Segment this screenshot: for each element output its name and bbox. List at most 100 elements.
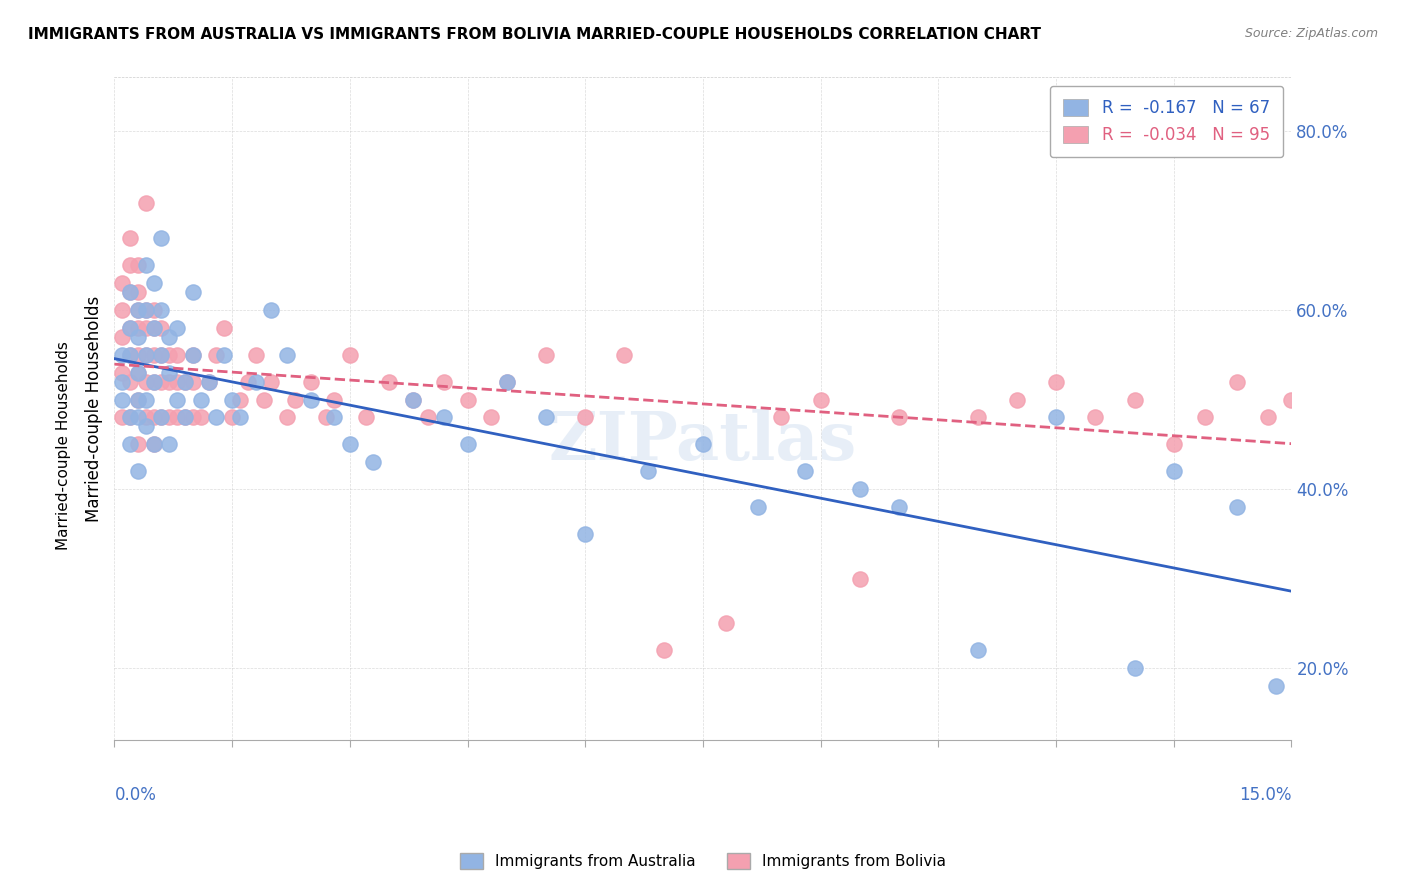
Point [637, 464, 659, 478]
Point [495, 375, 517, 389]
Point [849, 572, 872, 586]
Point [150, 375, 173, 389]
Legend: R =  -0.167   N = 67, R =  -0.034   N = 95: R = -0.167 N = 67, R = -0.034 N = 95 [1050, 86, 1284, 157]
Point [120, 285, 142, 300]
Point [120, 348, 142, 362]
Point [111, 366, 134, 380]
Point [770, 410, 793, 425]
Point [135, 410, 157, 425]
Point [1319, 437, 1341, 451]
Point [299, 375, 322, 389]
Point [135, 375, 157, 389]
Point [174, 375, 197, 389]
Point [135, 321, 157, 335]
Point [401, 392, 423, 407]
Point [174, 375, 197, 389]
Point [315, 410, 337, 425]
Point [142, 321, 165, 335]
Point [574, 410, 596, 425]
Point [433, 375, 456, 389]
Point [157, 330, 180, 344]
Point [120, 437, 142, 451]
Point [142, 321, 165, 335]
Point [135, 303, 157, 318]
Text: 0.0%: 0.0% [114, 786, 156, 804]
Point [534, 410, 557, 425]
Point [181, 285, 204, 300]
Text: Married-couple Households: Married-couple Households [56, 342, 70, 550]
Point [245, 348, 267, 362]
Point [534, 348, 557, 362]
Text: IMMIGRANTS FROM AUSTRALIA VS IMMIGRANTS FROM BOLIVIA MARRIED-COUPLE HOUSEHOLDS C: IMMIGRANTS FROM AUSTRALIA VS IMMIGRANTS … [28, 27, 1040, 42]
Point [157, 366, 180, 380]
Point [120, 410, 142, 425]
Point [135, 258, 157, 272]
Point [849, 482, 872, 496]
Point [1257, 410, 1279, 425]
Point [966, 643, 988, 657]
Point [150, 348, 173, 362]
Point [181, 410, 204, 425]
Point [1084, 410, 1107, 425]
Point [1225, 375, 1247, 389]
Point [174, 410, 197, 425]
Point [1123, 392, 1146, 407]
Point [479, 410, 502, 425]
Point [495, 375, 517, 389]
Point [613, 348, 636, 362]
Point [142, 437, 165, 451]
Point [229, 410, 252, 425]
Point [284, 392, 307, 407]
Point [181, 375, 204, 389]
Point [111, 277, 134, 291]
Point [692, 437, 714, 451]
Point [747, 500, 769, 514]
Point [214, 348, 236, 362]
Point [1296, 410, 1319, 425]
Text: 15.0%: 15.0% [1239, 786, 1292, 804]
Point [150, 410, 173, 425]
Point [354, 410, 377, 425]
Point [127, 348, 149, 362]
Point [120, 410, 142, 425]
Point [214, 321, 236, 335]
Point [127, 392, 149, 407]
Point [205, 348, 228, 362]
Point [299, 392, 322, 407]
Point [157, 348, 180, 362]
Point [127, 303, 149, 318]
Point [810, 392, 832, 407]
Point [1005, 392, 1028, 407]
Point [181, 348, 204, 362]
Point [236, 375, 259, 389]
Point [111, 410, 134, 425]
Point [166, 321, 188, 335]
Point [127, 437, 149, 451]
Point [120, 348, 142, 362]
Point [221, 410, 243, 425]
Point [150, 410, 173, 425]
Point [135, 419, 157, 434]
Point [276, 410, 298, 425]
Point [1343, 410, 1365, 425]
Point [457, 392, 479, 407]
Point [1264, 679, 1286, 693]
Point [111, 330, 134, 344]
Point [142, 348, 165, 362]
Point [174, 410, 197, 425]
Point [339, 348, 361, 362]
Point [1045, 410, 1067, 425]
Point [966, 410, 988, 425]
Point [127, 285, 149, 300]
Point [887, 410, 910, 425]
Point [120, 321, 142, 335]
Text: ZIPatlas: ZIPatlas [548, 409, 858, 475]
Point [1123, 661, 1146, 675]
Point [181, 348, 204, 362]
Point [363, 455, 385, 469]
Point [245, 375, 267, 389]
Point [323, 410, 346, 425]
Point [260, 303, 283, 318]
Point [157, 375, 180, 389]
Point [1194, 410, 1216, 425]
